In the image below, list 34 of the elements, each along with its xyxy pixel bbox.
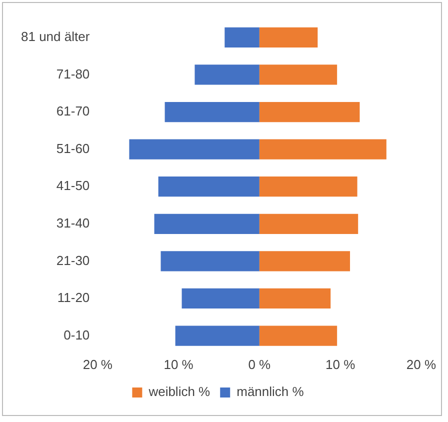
bar (259, 288, 331, 309)
x-tick-label: 20 % (406, 356, 436, 372)
y-tick-label: 51-60 (56, 140, 90, 156)
bar (259, 326, 338, 346)
x-tick-label: 10 % (164, 356, 194, 372)
bar (259, 139, 386, 160)
y-tick-label: 0-10 (64, 327, 90, 342)
bar (259, 176, 358, 197)
y-tick-label: 71-80 (56, 66, 90, 82)
bar (164, 102, 260, 122)
y-tick-label: 21-30 (56, 252, 90, 268)
bar (129, 139, 260, 160)
bar (259, 102, 360, 122)
bar (158, 176, 260, 197)
y-tick-label: 81 und älter (20, 29, 90, 44)
legend-label: weiblich % (148, 384, 211, 400)
x-tick-label: 0 % (248, 356, 272, 372)
x-tick-label: 20 % (82, 356, 113, 372)
y-tick-label: 61-70 (56, 104, 90, 119)
bar (259, 251, 350, 272)
bar (175, 326, 260, 346)
bar (160, 251, 260, 272)
y-tick-label: 31-40 (56, 215, 90, 230)
bar (259, 27, 318, 48)
bar (194, 64, 260, 85)
bar (224, 27, 260, 48)
bar (154, 214, 260, 234)
legend-label: männlich % (236, 384, 304, 400)
y-tick-label: 11-20 (57, 290, 90, 306)
x-tick-label: 10 % (325, 356, 356, 372)
y-tick-label: 41-50 (56, 178, 90, 194)
bar (259, 214, 358, 234)
bar (182, 288, 260, 309)
bar (259, 64, 338, 85)
